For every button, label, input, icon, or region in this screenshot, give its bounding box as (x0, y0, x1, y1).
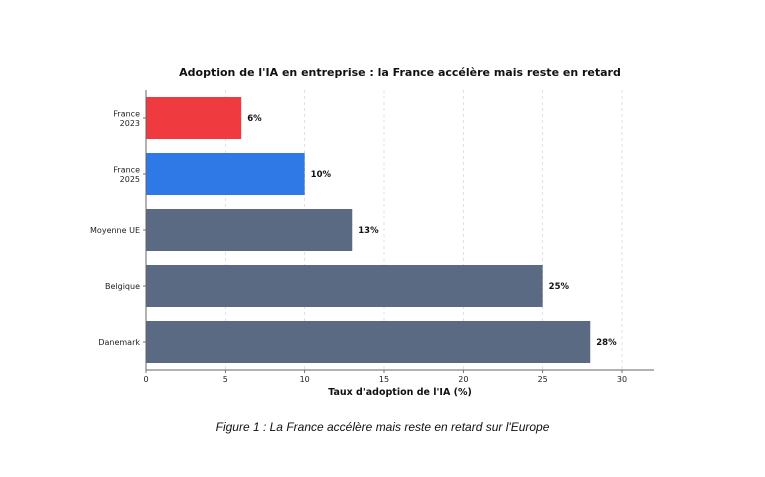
figure-caption: Figure 1 : La France accélère mais reste… (215, 420, 550, 434)
x-tick-label: 30 (617, 375, 627, 384)
x-tick-label: 25 (538, 375, 548, 384)
x-tick-label: 0 (143, 375, 148, 384)
bar (146, 321, 591, 363)
x-tick-label: 10 (300, 375, 310, 384)
y-tick-label: France 2023 (113, 109, 140, 128)
y-tick-label-line: Belgique (105, 282, 140, 291)
x-tick-labels: 0 5 10 15 20 25 30 (143, 370, 627, 384)
y-tick-label-line: 2023 (120, 119, 140, 128)
x-tick-label: 5 (223, 375, 228, 384)
x-axis-label: Taux d'adoption de l'IA (%) (328, 387, 472, 398)
y-tick-label-line: Danemark (98, 338, 140, 347)
bar-chart: Adoption de l'IA en entreprise : la Fran… (90, 66, 654, 398)
y-tick-label: Moyenne UE (90, 226, 140, 235)
y-tick-label-line: 2025 (120, 175, 140, 184)
bar (146, 153, 305, 195)
y-tick-label: France 2025 (113, 165, 140, 184)
y-tick-label-line: France (113, 165, 140, 174)
data-label: 13% (358, 226, 379, 236)
bars (146, 97, 591, 363)
y-tick-label: Belgique (105, 282, 140, 291)
y-tick-label-line: France (113, 109, 140, 118)
data-label: 6% (247, 114, 262, 124)
data-labels: 6% 10% 13% 25% 28% (247, 114, 617, 348)
bar (146, 265, 543, 307)
data-label: 10% (311, 170, 332, 180)
data-label: 25% (549, 282, 570, 292)
bar (146, 97, 242, 139)
data-label: 28% (596, 338, 617, 348)
x-tick-label: 20 (458, 375, 468, 384)
bar (146, 209, 353, 251)
y-tick-label-line: Moyenne UE (90, 226, 140, 235)
y-tick-label: Danemark (98, 338, 140, 347)
chart-title: Adoption de l'IA en entreprise : la Fran… (179, 66, 621, 79)
x-tick-label: 15 (379, 375, 389, 384)
